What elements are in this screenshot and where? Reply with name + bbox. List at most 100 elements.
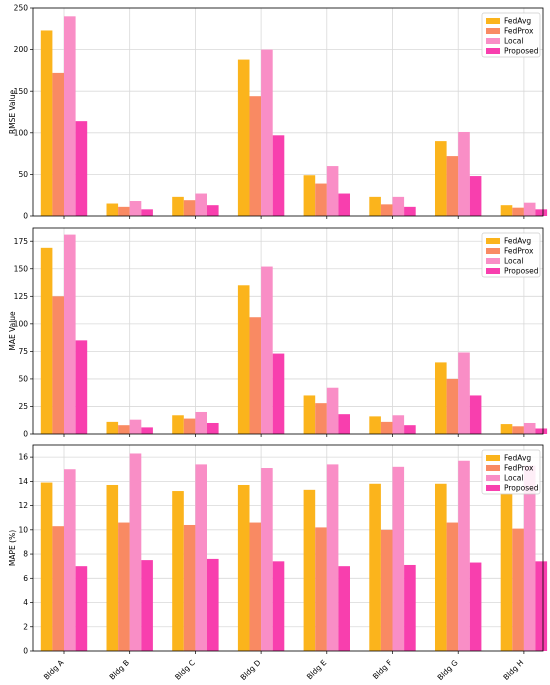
bar-fedprox-7 [512, 426, 524, 434]
y-axis-label: MAPE (%) [8, 530, 17, 566]
bar-local-2 [195, 411, 207, 434]
y-tick-label: 16 [18, 453, 28, 462]
y-tick-label: 6 [23, 574, 28, 583]
y-tick-label: 250 [14, 4, 29, 13]
bar-fedavg-5 [369, 483, 381, 651]
bar-fedavg-6 [435, 483, 447, 651]
legend-swatch-fedavg [486, 18, 500, 24]
y-tick-label: 8 [23, 550, 28, 559]
legend-swatch-fedprox [486, 465, 500, 471]
bar-fedprox-0 [52, 72, 64, 217]
legend-label-proposed: Proposed [504, 47, 539, 56]
bar-fedavg-3 [237, 59, 250, 216]
bar-local-7 [523, 422, 536, 434]
bar-fedavg-5 [369, 416, 381, 434]
bar-local-6 [458, 131, 470, 216]
bar-local-7 [523, 465, 536, 651]
bar-local-4 [326, 166, 339, 216]
bar-proposed-3 [272, 561, 285, 651]
legend-label-fedprox: FedProx [504, 27, 534, 36]
bar-proposed-2 [207, 422, 219, 434]
bar-local-2 [195, 193, 207, 216]
bar-fedavg-0 [40, 482, 53, 651]
bar-fedprox-4 [315, 183, 327, 216]
bar-proposed-0 [75, 121, 88, 216]
bar-fedprox-5 [380, 421, 393, 434]
bar-proposed-7 [535, 428, 548, 434]
y-axis-label: MAE Value [8, 311, 17, 351]
legend-label-fedprox: FedProx [504, 464, 534, 473]
bar-fedavg-7 [500, 493, 513, 651]
bar-local-2 [195, 464, 207, 651]
y-tick-label: 100 [14, 319, 29, 328]
legend-label-fedprox: FedProx [504, 247, 534, 256]
bar-fedavg-1 [106, 203, 119, 216]
bar-fedprox-0 [52, 526, 64, 651]
bar-proposed-5 [404, 564, 416, 651]
bar-local-0 [64, 16, 76, 216]
bar-fedprox-3 [249, 317, 262, 434]
bar-proposed-3 [272, 353, 285, 434]
bar-proposed-0 [75, 566, 88, 651]
x-tick-label-2: Bldg C [173, 658, 197, 681]
legend-label-proposed: Proposed [504, 484, 539, 493]
axes-frame [32, 7, 544, 217]
bar-proposed-3 [272, 135, 285, 216]
y-tick-label: 175 [14, 237, 29, 246]
y-axis-label: RMSE Value [8, 90, 17, 135]
bar-proposed-0 [75, 340, 88, 434]
bar-local-1 [129, 419, 142, 434]
bar-fedprox-6 [446, 156, 459, 216]
bar-proposed-2 [207, 558, 219, 651]
bar-fedavg-3 [237, 285, 250, 434]
bar-fedprox-3 [249, 522, 262, 651]
bar-fedprox-7 [512, 528, 524, 651]
bar-fedavg-6 [435, 362, 447, 434]
y-tick-label: 4 [23, 598, 28, 607]
axes-frame [32, 444, 544, 652]
bar-fedavg-3 [237, 484, 250, 651]
bar-proposed-2 [207, 205, 219, 216]
bar-proposed-4 [338, 414, 350, 434]
bar-fedprox-2 [183, 418, 196, 434]
legend-swatch-fedprox [486, 28, 500, 34]
bar-fedavg-4 [303, 489, 316, 651]
legend-swatch-proposed [486, 485, 500, 491]
y-tick-label: 125 [14, 292, 29, 301]
legend-label-fedavg: FedAvg [504, 454, 531, 463]
bar-proposed-4 [338, 193, 350, 216]
x-tick-label-1: Bldg B [108, 658, 132, 681]
bar-fedavg-0 [40, 247, 53, 434]
legend-swatch-local [486, 38, 500, 44]
bar-proposed-1 [141, 209, 153, 216]
axes-frame [32, 227, 544, 435]
bar-proposed-6 [469, 395, 482, 434]
bar-fedprox-4 [315, 527, 327, 651]
bar-proposed-7 [535, 209, 548, 216]
bar-fedprox-4 [315, 403, 327, 434]
bar-proposed-5 [404, 206, 416, 216]
bar-fedavg-2 [172, 196, 184, 216]
bar-local-5 [392, 415, 405, 434]
bar-proposed-4 [338, 566, 350, 651]
legend-label-fedavg: FedAvg [504, 237, 531, 246]
legend-swatch-fedprox [486, 248, 500, 254]
y-tick-label: 0 [23, 430, 28, 439]
bar-fedprox-6 [446, 378, 459, 434]
bar-local-0 [64, 234, 76, 434]
bar-fedprox-2 [183, 524, 196, 651]
bar-fedavg-1 [106, 421, 119, 434]
y-tick-label: 2 [23, 622, 28, 631]
bar-fedprox-5 [380, 204, 393, 216]
bar-proposed-1 [141, 560, 153, 651]
legend-swatch-local [486, 475, 500, 481]
y-tick-label: 0 [23, 647, 28, 656]
y-tick-label: 100 [14, 128, 29, 137]
legend-swatch-proposed [486, 268, 500, 274]
legend-swatch-proposed [486, 48, 500, 54]
bar-fedprox-1 [118, 425, 130, 434]
bar-fedavg-4 [303, 175, 316, 216]
y-tick-label: 10 [18, 525, 28, 534]
bar-fedavg-2 [172, 491, 184, 651]
legend-label-local: Local [504, 37, 523, 46]
